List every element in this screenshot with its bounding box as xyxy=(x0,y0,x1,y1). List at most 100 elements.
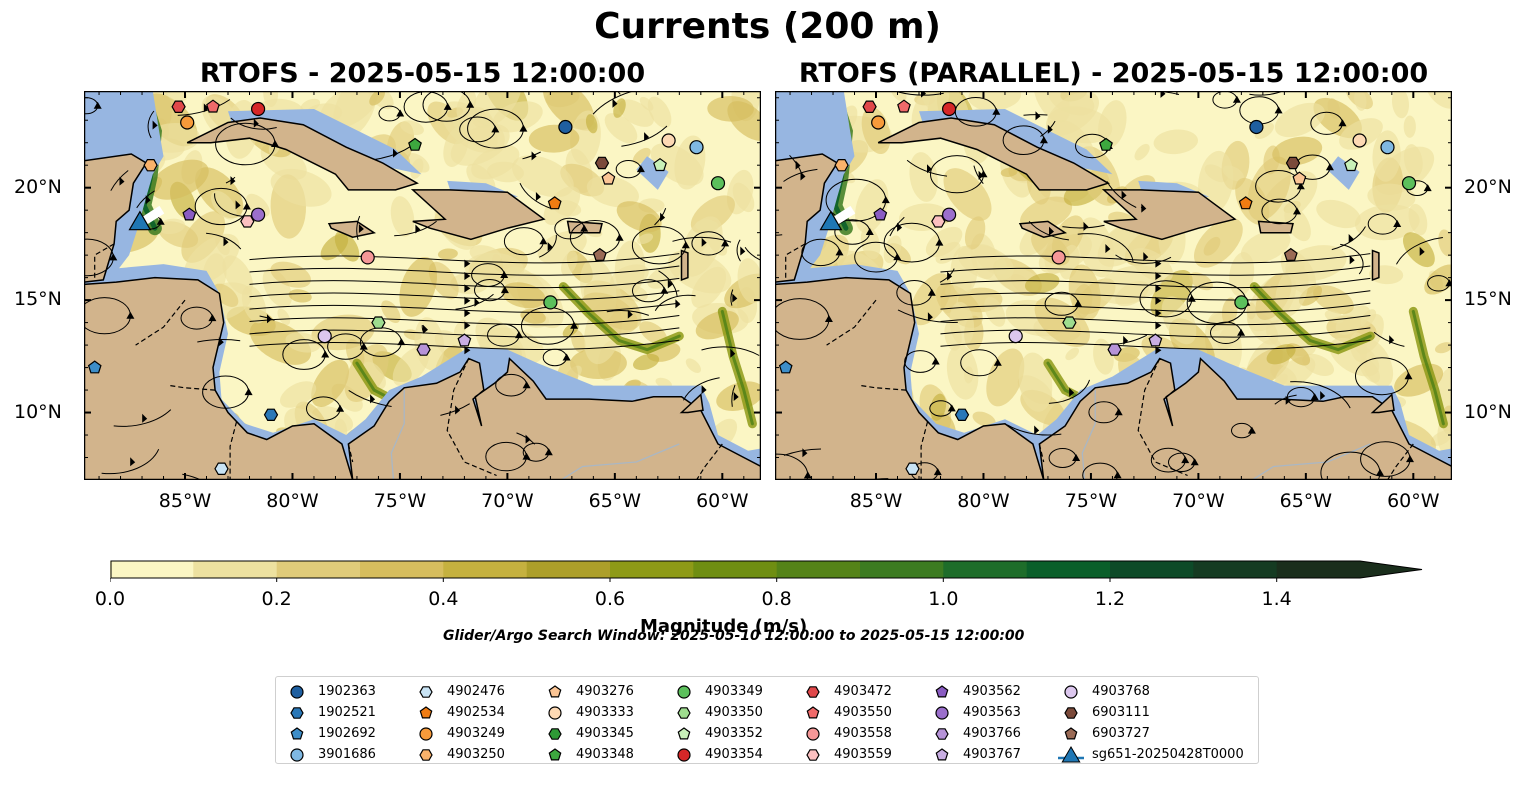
land-cuba xyxy=(186,117,419,191)
circle-marker-icon xyxy=(677,684,691,699)
legend-label: 4903333 xyxy=(576,705,634,720)
legend-item: 4903250 xyxy=(413,744,505,765)
lat-tick-label-right: 20°N xyxy=(1464,175,1512,198)
legend-item: 4902476 xyxy=(413,681,505,702)
float-4903562-marker xyxy=(182,207,197,221)
legend-label: 4903766 xyxy=(963,726,1021,741)
legend-label: 4903249 xyxy=(447,726,505,741)
float-4903276-marker xyxy=(1292,171,1307,185)
pentagon-marker-icon xyxy=(935,684,949,697)
hexagon-marker-icon xyxy=(677,706,691,719)
float-4903558-marker xyxy=(1051,250,1066,265)
circle-marker-icon xyxy=(290,684,304,699)
float-4903767-marker xyxy=(457,333,472,347)
lon-tick-label: 85°W xyxy=(158,490,212,512)
hexagon-marker-icon xyxy=(290,706,304,719)
pentagon-marker-icon xyxy=(935,747,949,760)
legend-label: 3901686 xyxy=(318,747,376,762)
float-4903333-marker xyxy=(1352,133,1367,148)
float-4903250-marker xyxy=(834,158,849,172)
legend-marker xyxy=(1064,726,1078,739)
shallow-water xyxy=(1327,156,1360,190)
colorbar-segment xyxy=(1276,561,1361,578)
float-4903350-marker xyxy=(1062,316,1077,329)
land-hispaniola xyxy=(1101,189,1237,241)
legend-item: 6903111 xyxy=(1058,702,1150,723)
colorbar-tick-label: 1.0 xyxy=(928,588,959,610)
colorbar-segment xyxy=(860,561,944,578)
colorbar-tick-label: 0.4 xyxy=(428,588,459,610)
float-4903559-marker xyxy=(240,215,255,228)
colorbar-segment xyxy=(1026,561,1111,578)
float-4903563-marker xyxy=(942,207,957,222)
float-4903349-marker xyxy=(1234,295,1249,310)
float-3901686-marker xyxy=(689,140,704,155)
colorbar-tick-label: 1.4 xyxy=(1261,588,1292,610)
float-4902476-marker xyxy=(214,462,229,475)
lon-tick-label: 70°W xyxy=(481,490,534,512)
colorbar-segment xyxy=(443,561,528,578)
legend-marker xyxy=(290,684,304,699)
lon-tick-label: 80°W xyxy=(266,490,319,512)
map-frame xyxy=(775,91,1452,480)
float-4903563-marker xyxy=(251,207,266,222)
map-frame xyxy=(84,91,761,480)
float-1902363-marker xyxy=(558,119,573,135)
lon-tick-label: 85°W xyxy=(849,490,903,512)
float-4903766-marker xyxy=(416,343,431,356)
hexagon-marker-icon xyxy=(935,727,949,740)
map-panel-rtofs[interactable] xyxy=(84,91,761,480)
legend-marker xyxy=(677,684,691,699)
legend-item: 4903276 xyxy=(542,681,634,702)
legend-label: 4903472 xyxy=(834,684,892,699)
colorbar-segment xyxy=(360,561,444,578)
legend-item: 4903559 xyxy=(800,744,892,765)
glider-sg651-marker xyxy=(128,210,152,231)
circle-marker-icon xyxy=(1064,684,1078,699)
circle-marker-icon xyxy=(806,726,820,741)
legend-label: 4903768 xyxy=(1092,684,1150,699)
float-4903249-marker xyxy=(871,115,886,130)
legend-label: 4903550 xyxy=(834,705,892,720)
legend-marker xyxy=(806,748,820,761)
lon-tick-label: 75°W xyxy=(373,490,427,512)
legend-marker xyxy=(677,747,691,762)
legend-item: 4903767 xyxy=(929,744,1021,765)
pentagon-marker-icon xyxy=(548,684,562,697)
legend-item: 4903768 xyxy=(1058,681,1150,702)
legend-item: 1902692 xyxy=(284,723,376,744)
legend-marker xyxy=(290,747,304,762)
float-1902521-marker xyxy=(263,408,279,421)
colorbar-segment xyxy=(1110,561,1194,578)
map-panel-rtofs-parallel[interactable] xyxy=(775,91,1452,480)
circle-marker-icon xyxy=(677,747,691,762)
legend-marker xyxy=(548,684,562,697)
legend-marker xyxy=(1064,684,1078,699)
legend-item: 4903348 xyxy=(542,744,634,765)
float-1902363-marker xyxy=(1249,119,1264,135)
streamlines xyxy=(84,91,761,480)
hexagon-marker-icon xyxy=(548,727,562,740)
legend-label: 4902476 xyxy=(447,684,505,699)
float-4903354-marker xyxy=(942,101,957,117)
legend-item: 4903354 xyxy=(671,744,763,765)
legend-item: 4903472 xyxy=(800,681,892,702)
legend-item: 4903349 xyxy=(671,681,763,702)
legend-marker xyxy=(419,726,433,741)
float-4903349-marker xyxy=(1401,176,1417,191)
legend-label: 4903345 xyxy=(576,726,634,741)
land-south-america xyxy=(347,357,761,480)
land-south-america xyxy=(1038,357,1452,480)
figure-title: Currents (200 m) xyxy=(594,6,941,47)
colorbar-tick-label: 0.8 xyxy=(761,588,792,610)
lat-tick-label-left: 20°N xyxy=(14,175,62,198)
colorbar-extend-arrow xyxy=(1360,561,1422,578)
legend-label: sg651-20250428T0000 xyxy=(1092,747,1244,762)
float-4903348-marker xyxy=(1099,137,1113,151)
legend-label: 4903250 xyxy=(447,747,505,762)
legend-marker xyxy=(548,747,562,760)
float-4903349-marker xyxy=(710,176,726,191)
float-4903276-marker xyxy=(601,171,616,185)
float-4902476-marker xyxy=(905,462,920,475)
legend-item: 6903727 xyxy=(1058,723,1150,744)
